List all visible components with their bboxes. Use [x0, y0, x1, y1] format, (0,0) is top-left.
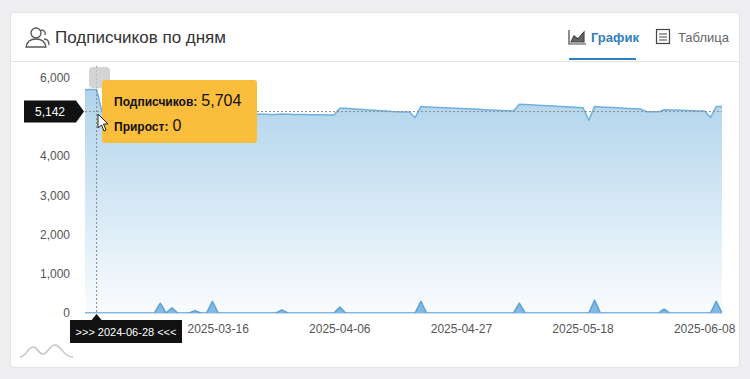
tooltip-value: 5,704 — [201, 92, 241, 109]
line — [85, 300, 722, 313]
header-divider — [11, 61, 739, 62]
chart-svg: Подписчиков по дням График Таблица 0 1,000 2,… — [0, 0, 750, 379]
tab-icon — [569, 30, 586, 44]
icon-part — [26, 39, 46, 47]
tooltip-label: Прирост: — [114, 120, 168, 134]
tab[interactable]: Таблица — [678, 30, 730, 45]
icon-part — [569, 30, 586, 44]
tab-underline — [569, 58, 636, 60]
icon-part — [659, 34, 667, 40]
x-tick-label: 2025-05-18 — [552, 322, 614, 336]
tooltip-value: 0 — [172, 117, 181, 134]
area — [85, 300, 722, 313]
tooltip-row: Прирост: 0 — [114, 117, 181, 134]
y-tick-label: 3,000 — [40, 189, 70, 203]
crosshair-y-label: 5,142 — [35, 105, 65, 119]
icon-part — [41, 30, 49, 45]
crosshair-x-box — [70, 314, 182, 343]
area — [85, 90, 722, 313]
cursor — [98, 114, 108, 131]
crosshair-y-box — [24, 101, 84, 123]
tab-icon — [657, 30, 670, 44]
y-tick-label: 1,000 — [40, 267, 70, 281]
y-tick-label: 6,000 — [40, 71, 70, 85]
icon-part — [571, 32, 584, 42]
title: Подписчиков по дням — [55, 28, 226, 47]
x-tick-label: 2025-03-16 — [187, 322, 249, 336]
logo — [20, 345, 73, 357]
tab-active[interactable]: График — [591, 30, 639, 45]
y-tick-label: 2,000 — [40, 228, 70, 242]
title-icon — [26, 28, 49, 47]
plot-area — [85, 90, 722, 313]
crosshair-x-label: >>> 2024-06-28 <<< — [76, 326, 177, 338]
x-axis-line — [85, 313, 722, 314]
y-tick-label: 0 — [63, 306, 70, 320]
icon-part — [657, 30, 670, 44]
tooltip-row: Подписчиков: 5,704 — [114, 92, 241, 109]
x-tick-label: 2025-04-27 — [431, 322, 493, 336]
tooltip-box — [102, 80, 257, 143]
y-tick-label: 4,000 — [40, 149, 70, 163]
crosshair-vertical — [96, 66, 97, 313]
icon-part — [31, 28, 41, 38]
tooltip-label: Подписчиков: — [114, 95, 197, 109]
x-tick-label: 2025-04-06 — [309, 322, 371, 336]
x-tick-label: 2025-06-08 — [674, 322, 736, 336]
